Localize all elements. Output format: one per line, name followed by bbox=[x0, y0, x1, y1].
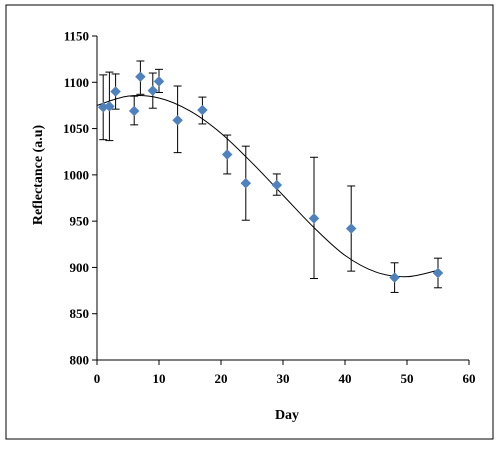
x-axis-title: Day bbox=[275, 408, 299, 423]
y-tick-label: 1100 bbox=[64, 75, 89, 90]
y-tick-label: 850 bbox=[70, 306, 90, 321]
x-tick-label: 60 bbox=[463, 371, 476, 386]
y-tick-label: 800 bbox=[70, 353, 90, 368]
data-point-marker bbox=[128, 105, 140, 117]
x-tick-label: 10 bbox=[153, 371, 166, 386]
data-point-marker bbox=[197, 104, 208, 116]
y-axis-title: Reflectance (a.u) bbox=[31, 125, 46, 226]
data-point-marker bbox=[345, 223, 357, 234]
data-point-marker bbox=[172, 114, 183, 126]
data-point-marker bbox=[147, 85, 159, 96]
y-tick-label: 1150 bbox=[64, 29, 89, 44]
data-point-marker bbox=[308, 213, 320, 224]
data-point-marker bbox=[389, 272, 400, 283]
data-point-marker bbox=[153, 76, 165, 87]
x-tick-label: 0 bbox=[94, 371, 101, 386]
x-tick-label: 20 bbox=[215, 371, 228, 386]
data-point-marker bbox=[271, 179, 283, 191]
data-point-marker bbox=[240, 177, 252, 189]
y-tick-label: 1000 bbox=[63, 167, 89, 182]
x-tick-label: 40 bbox=[339, 371, 352, 386]
data-point-marker bbox=[221, 149, 233, 160]
data-point-marker bbox=[110, 86, 121, 97]
data-point-marker bbox=[135, 71, 146, 83]
trendline-curve bbox=[96, 95, 439, 278]
y-tick-label: 1050 bbox=[63, 121, 89, 136]
data-point-marker bbox=[432, 267, 444, 279]
chart-border bbox=[5, 4, 494, 440]
y-tick-label: 950 bbox=[70, 214, 90, 229]
plot-area: 800 850 900 950 1000 1050 1100 1150 0 10 20 30 40 50 6… bbox=[63, 29, 476, 387]
x-tick-label: 30 bbox=[277, 371, 290, 386]
x-tick-label: 50 bbox=[401, 371, 414, 386]
y-tick-label: 900 bbox=[70, 260, 90, 275]
data-point-marker bbox=[104, 101, 115, 112]
